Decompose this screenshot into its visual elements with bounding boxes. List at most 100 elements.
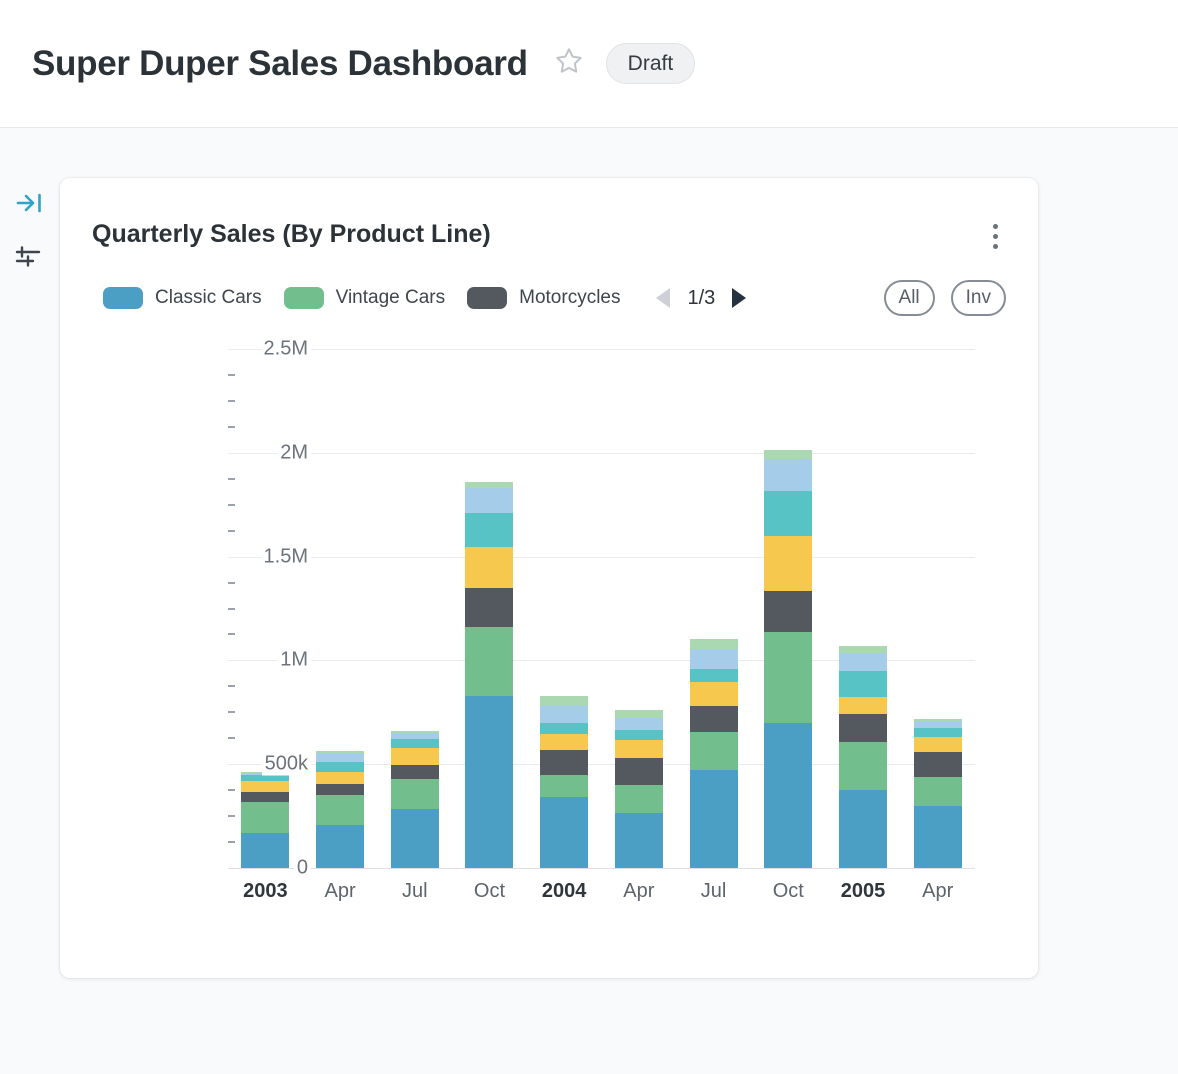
bar-segment[interactable] (764, 590, 813, 633)
bar-segment[interactable] (241, 780, 290, 793)
bar-segment[interactable] (614, 729, 663, 741)
x-axis-tick-label: 2004 (541, 880, 587, 902)
bar-segment[interactable] (316, 751, 365, 753)
bar-segment[interactable] (390, 765, 439, 779)
bar-segment[interactable] (614, 813, 663, 868)
bar-segment[interactable] (764, 459, 813, 492)
pager-prev-icon[interactable] (656, 288, 671, 308)
bar-segment[interactable] (764, 449, 813, 460)
bar-segment[interactable] (764, 535, 813, 591)
stacked-bar[interactable] (838, 645, 887, 868)
bar-segment[interactable] (465, 488, 514, 514)
bar-segment[interactable] (465, 547, 514, 588)
bar-segment[interactable] (838, 670, 887, 697)
bar-segment[interactable] (689, 649, 738, 669)
bar-segment[interactable] (390, 739, 439, 748)
bar-segment[interactable] (838, 742, 887, 791)
x-axis-tick-label: 2003 (243, 880, 288, 902)
bar-segment[interactable] (913, 805, 962, 868)
bar-segment[interactable] (465, 513, 514, 548)
bar-segment[interactable] (465, 695, 514, 868)
bar-segment[interactable] (689, 732, 738, 771)
bar-segment[interactable] (540, 734, 589, 750)
bar-segment[interactable] (316, 752, 365, 763)
y-axis-minor-tick (228, 607, 235, 610)
bar-segment[interactable] (913, 751, 962, 777)
stacked-bar[interactable] (614, 710, 663, 868)
bar-segment[interactable] (465, 627, 514, 696)
bar-segment[interactable] (316, 795, 365, 826)
stacked-bar[interactable] (689, 638, 738, 868)
bar-segment[interactable] (614, 717, 663, 730)
bar-segment[interactable] (316, 771, 365, 784)
bar-segment[interactable] (540, 774, 589, 798)
bar-segment[interactable] (689, 770, 738, 868)
bar-segment[interactable] (689, 668, 738, 683)
inv-button[interactable]: Inv (950, 280, 1006, 316)
bar-segment[interactable] (390, 778, 439, 809)
stacked-bar[interactable] (540, 695, 589, 868)
legend-item[interactable]: Classic Cars (103, 287, 262, 309)
legend-item[interactable]: Motorcycles (467, 287, 620, 309)
bar-segment[interactable] (316, 825, 365, 868)
x-axis-tick-label: Oct (772, 880, 804, 902)
y-axis-minor-tick (228, 685, 235, 688)
bar-segment[interactable] (764, 491, 813, 536)
bar-segment[interactable] (390, 731, 439, 734)
bar-segment[interactable] (838, 645, 887, 654)
bar-segment[interactable] (838, 696, 887, 715)
legend-label: Classic Cars (155, 287, 262, 308)
bar-segment[interactable] (390, 808, 439, 868)
bar-segment[interactable] (241, 832, 290, 868)
bar-segment[interactable] (540, 749, 589, 775)
bar-segment[interactable] (614, 740, 663, 758)
bar-segment[interactable] (913, 776, 962, 806)
legend-label: Motorcycles (519, 287, 621, 308)
pager-label: 1/3 (687, 286, 716, 309)
bar-segment[interactable] (241, 774, 290, 781)
bar-segment[interactable] (316, 783, 365, 796)
bar-segment[interactable] (838, 714, 887, 743)
all-button[interactable]: All (883, 280, 935, 316)
y-axis-tick-label: 500k (261, 752, 311, 776)
bar-segment[interactable] (838, 653, 887, 671)
bar-segment[interactable] (913, 718, 962, 721)
bar-segment[interactable] (241, 792, 290, 802)
bar-segment[interactable] (689, 682, 738, 707)
bar-segment[interactable] (913, 737, 962, 752)
favorite-button[interactable] (554, 46, 584, 81)
legend-item[interactable]: Vintage Cars (283, 287, 445, 309)
card-menu-button[interactable] (980, 216, 1010, 256)
bar-segment[interactable] (465, 587, 514, 628)
stacked-bar[interactable] (913, 718, 962, 868)
bar-segment[interactable] (241, 801, 290, 833)
expand-sidebar-button[interactable] (16, 190, 44, 221)
bar-segment[interactable] (689, 638, 738, 650)
bar-segment[interactable] (390, 733, 439, 740)
bar-segment[interactable] (838, 790, 887, 868)
filter-button[interactable] (14, 244, 42, 275)
stacked-bar[interactable] (764, 449, 813, 868)
stacked-bar[interactable] (390, 731, 439, 868)
bar-segment[interactable] (540, 706, 589, 723)
bar-segment[interactable] (540, 722, 589, 735)
bar-segment[interactable] (689, 706, 738, 733)
bar-segment[interactable] (316, 762, 365, 772)
stacked-bar[interactable] (316, 751, 365, 868)
pager-next-icon[interactable] (732, 288, 747, 308)
bar-segment[interactable] (913, 720, 962, 728)
bar-segment[interactable] (540, 797, 589, 868)
bar-segment[interactable] (390, 747, 439, 766)
bar-segment[interactable] (614, 784, 663, 813)
bar-segment[interactable] (614, 758, 663, 785)
bar-segment[interactable] (540, 695, 589, 707)
bar-segment[interactable] (764, 722, 813, 868)
bar-segment[interactable] (764, 632, 813, 723)
stacked-bar[interactable] (241, 771, 290, 868)
bar-segment[interactable] (913, 727, 962, 738)
stacked-bar[interactable] (465, 481, 514, 868)
gridline (228, 452, 975, 454)
bar-segment[interactable] (465, 481, 514, 489)
bar-segment[interactable] (614, 710, 663, 718)
